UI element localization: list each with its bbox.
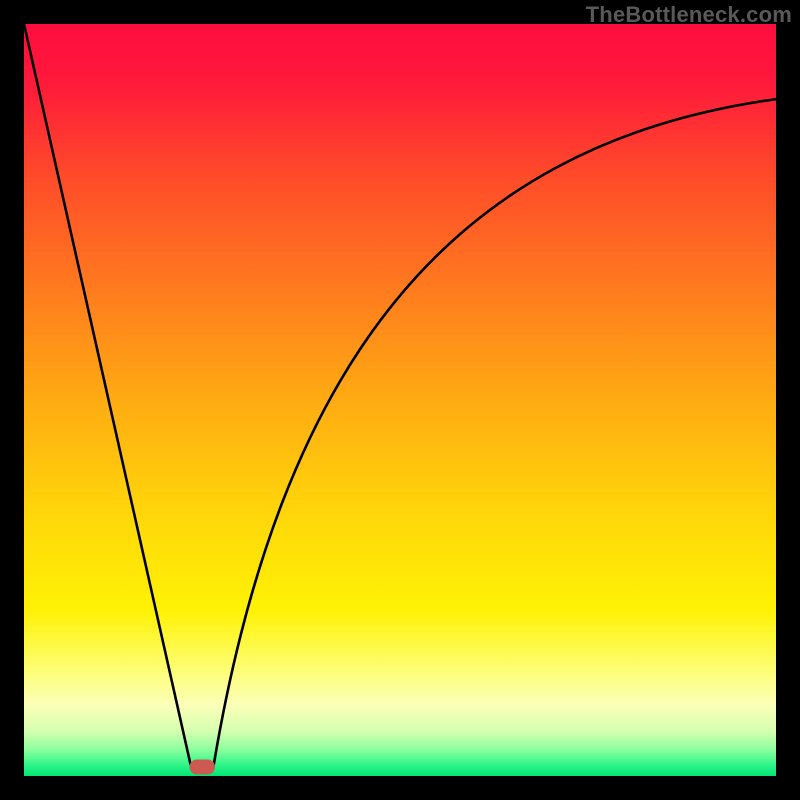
chart-frame: TheBottleneck.com (0, 0, 800, 800)
optimal-point-marker (189, 759, 215, 774)
chart-svg (24, 24, 776, 776)
watermark-text: TheBottleneck.com (586, 2, 792, 28)
gradient-background (24, 24, 776, 776)
plot-area (24, 24, 776, 776)
